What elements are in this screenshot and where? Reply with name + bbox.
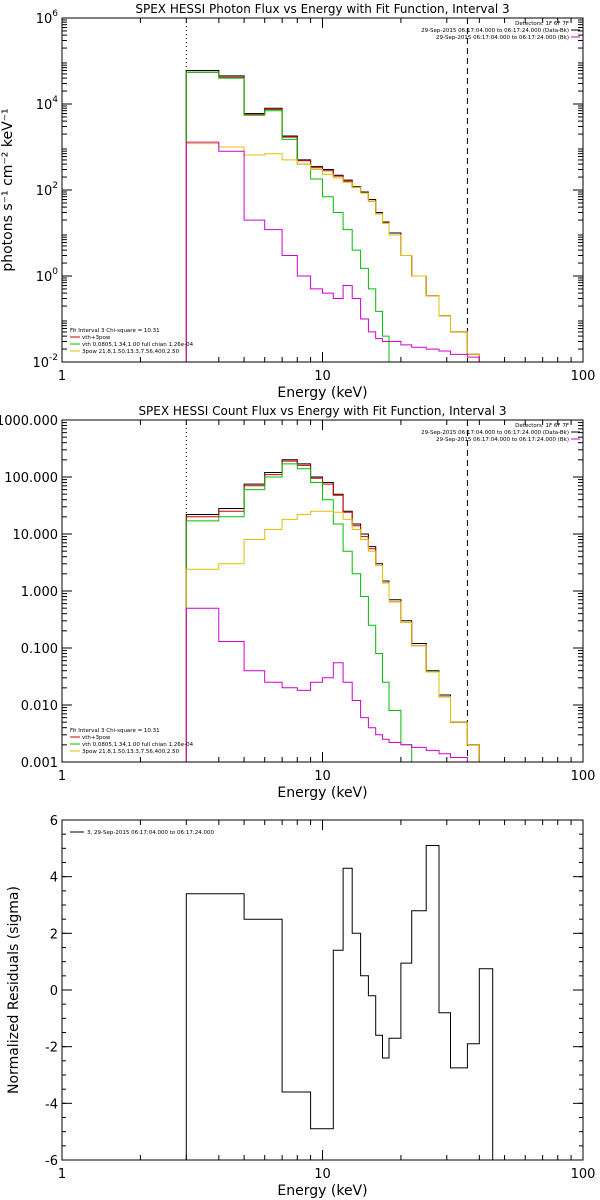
- y-tick-label-exponent: 2: [52, 181, 58, 191]
- series-line-1: [185, 845, 494, 1160]
- y-tick-label: -4: [45, 1097, 58, 1112]
- y-tick-label-base: 10: [32, 356, 49, 371]
- y-tick-label: 1000.000: [0, 414, 58, 429]
- legend-entry: vth 0.0805,1.34,1.00 full chian 1.26e-04: [82, 342, 194, 348]
- series-line-3: [185, 71, 402, 362]
- series-line-5: [185, 141, 480, 362]
- y-tick-label: -2: [45, 1041, 58, 1056]
- x-axis-label: Energy (keV): [277, 1183, 367, 1199]
- plot-frame: [61, 17, 584, 363]
- y-tick-label: 104: [36, 95, 59, 113]
- y-tick-label: 100.000: [4, 471, 58, 486]
- chart-panel-1: SPEX HESSI Photon Flux vs Energy with Fi…: [0, 2, 595, 401]
- series-line-5: [185, 607, 480, 762]
- legend-entry: 29-Sep-2015 06:17:04.000 to 06:17:24.000…: [421, 430, 569, 436]
- y-tick-label-exponent: 4: [52, 95, 58, 105]
- series-line-3: [185, 463, 413, 762]
- x-tick-label: 100: [571, 369, 596, 384]
- legend-bottom: Fit Interval 3 Chi-square = 10.31vth+3po…: [70, 728, 194, 755]
- legend-entry: 29-Sep-2015 06:17:04.000 to 06:17:24.000…: [436, 35, 569, 41]
- y-tick-label: 0.100: [21, 642, 58, 657]
- y-tick-label: 1.000: [21, 585, 58, 600]
- y-axis-ticks: 0.001 0.010 0.100 1.000 10.000 100.000 1000.00…: [0, 414, 583, 771]
- x-tick-label: 10: [314, 369, 331, 384]
- series-line-4: [185, 510, 480, 762]
- y-tick-label-exponent: 6: [52, 9, 58, 19]
- x-tick-label: 100: [571, 1167, 596, 1182]
- legend-entry: Fit Interval 3 Chi-square = 10.31: [70, 728, 160, 734]
- legend-entry: 29-Sep-2015 06:17:04.000 to 06:17:24.000…: [421, 28, 569, 34]
- series-group: [185, 459, 480, 762]
- legend-entry: Fit Interval 3 Chi-square = 10.31: [70, 328, 160, 334]
- x-tick-label: 10: [314, 1167, 331, 1182]
- plot-frame: [61, 819, 584, 1161]
- legend-entry: vth 0.0805,1.34,1.00 full chian 1.26e-04: [82, 742, 194, 748]
- y-axis-label: Normalized Residuals (sigma): [6, 886, 22, 1094]
- legend-entry: Detectors: 1F 6F 7F: [515, 21, 569, 27]
- series-line-2: [185, 71, 494, 362]
- x-tick-label: 1: [58, 1167, 66, 1182]
- y-tick-label: 0.010: [21, 699, 58, 714]
- y-tick-label: 106: [36, 9, 59, 27]
- legend-entry: 3pow 21.8,1.50,13.3,7.56,400,2.50: [82, 349, 180, 355]
- y-tick-label: 10.000: [13, 528, 59, 543]
- x-axis-label: Energy (keV): [277, 785, 367, 801]
- chart-title: SPEX HESSI Count Flux vs Energy with Fit…: [138, 404, 506, 418]
- x-axis-ticks: 1 10 100: [58, 820, 596, 1182]
- legend-entry: 3, 29-Sep-2015 06:17:04.000 to 06:17:24.…: [87, 830, 214, 836]
- legend-bottom: Fit Interval 3 Chi-square = 10.31vth+3po…: [70, 328, 194, 355]
- legend-entry: 3pow 21.8,1.50,13.3,7.56,400,2.50: [82, 749, 180, 755]
- x-tick-label: 100: [571, 769, 596, 784]
- y-axis-ticks: -6 -4 -2 0 2 4 6: [45, 814, 583, 1169]
- y-tick-label-exponent: 0: [52, 267, 58, 277]
- y-tick-label: -6: [45, 1154, 58, 1169]
- series-line-1: [185, 70, 494, 362]
- y-tick-label-base: 10: [36, 98, 53, 113]
- y-tick-label-exponent: -2: [49, 353, 58, 363]
- series-group: [185, 70, 494, 362]
- y-tick-label: 0.001: [21, 756, 58, 771]
- y-tick-label-base: 10: [36, 184, 53, 199]
- series-line-4: [185, 143, 494, 362]
- y-tick-label-base: 10: [36, 12, 53, 27]
- chart-panel-3: Normalized Residuals (sigma) Energy (keV)…: [6, 814, 595, 1199]
- x-axis-label: Energy (keV): [277, 385, 367, 401]
- y-tick-label: 10-2: [32, 353, 58, 371]
- y-tick-label: 2: [50, 927, 58, 942]
- y-tick-label: 0: [50, 984, 58, 999]
- y-tick-label: 4: [50, 871, 58, 886]
- y-axis-label: photons s⁻¹ cm⁻² keV⁻¹: [0, 108, 16, 271]
- x-tick-label: 10: [314, 769, 331, 784]
- y-tick-label-base: 10: [36, 270, 53, 285]
- chart-panel-2: SPEX HESSI Count Flux vs Energy with Fit…: [0, 404, 595, 801]
- x-tick-label: 1: [58, 769, 66, 784]
- plot-frame: [61, 419, 584, 763]
- y-tick-label: 102: [36, 181, 58, 199]
- x-tick-label: 1: [58, 369, 66, 384]
- series-group: [185, 845, 494, 1160]
- y-tick-label: 6: [50, 814, 58, 829]
- legend-entry: 29-Sep-2015 06:17:04.000 to 06:17:24.000…: [436, 437, 569, 443]
- y-tick-label: 100: [36, 267, 59, 285]
- chart-title: SPEX HESSI Photon Flux vs Energy with Fi…: [135, 2, 509, 16]
- legend-top: 3, 29-Sep-2015 06:17:04.000 to 06:17:24.…: [70, 830, 214, 836]
- legend-entry: Detectors: 1F 6F 7F: [515, 423, 569, 429]
- legend-entry: vth+3pow: [82, 735, 111, 741]
- legend-entry: vth+3pow: [82, 335, 111, 341]
